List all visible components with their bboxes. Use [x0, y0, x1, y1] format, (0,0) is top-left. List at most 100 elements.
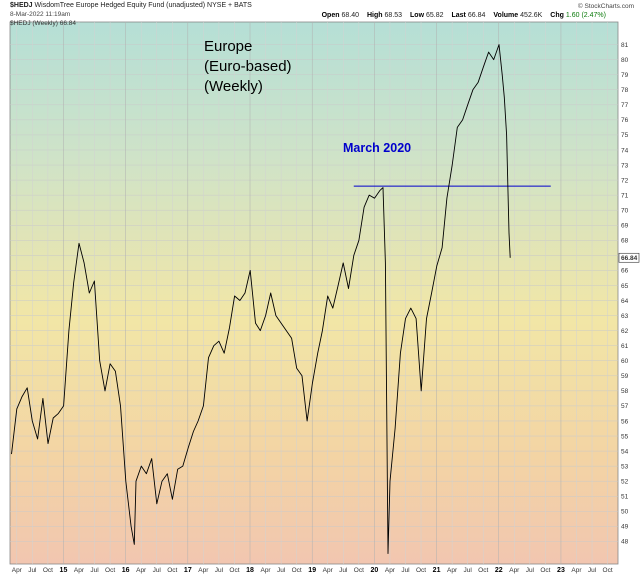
x-tick-label: Oct [354, 567, 364, 574]
y-tick-label: 75 [621, 132, 629, 139]
y-tick-label: 50 [621, 509, 629, 516]
y-tick-label: 65 [621, 283, 629, 290]
symbol: $HEDJ [10, 2, 33, 9]
x-tick-label: Jul [464, 567, 473, 574]
grid [10, 22, 618, 564]
x-tick-label: Apr [136, 567, 147, 574]
x-tick-label: 18 [246, 567, 254, 574]
y-tick-label: 79 [621, 72, 629, 79]
x-tick-label: Jul [277, 567, 286, 574]
stat-last-label: Last [451, 12, 466, 19]
y-tick-label: 78 [621, 87, 629, 94]
y-tick-label: 73 [621, 162, 629, 169]
y-tick-label: 54 [621, 448, 629, 455]
x-tick-label: 17 [184, 567, 192, 574]
x-tick-label: Jul [401, 567, 410, 574]
y-tick-label: 48 [621, 539, 629, 546]
stat-low-value: 65.82 [426, 12, 444, 19]
x-tick-label: Apr [260, 567, 271, 574]
y-tick-label: 59 [621, 373, 629, 380]
x-tick-label: 22 [495, 567, 503, 574]
x-tick-label: Oct [478, 567, 488, 574]
x-tick-label: Apr [198, 567, 209, 574]
y-axis: 4849505152535455565758596061626364656667… [618, 42, 640, 546]
x-tick-label: 23 [557, 567, 565, 574]
x-tick-label: Apr [323, 567, 334, 574]
y-tick-label: 77 [621, 102, 629, 109]
stat-volume-value: 452.6K [520, 12, 543, 19]
x-tick-label: Oct [603, 567, 613, 574]
y-tick-label: 57 [621, 403, 629, 410]
x-tick-label: 21 [433, 567, 441, 574]
y-tick-label: 63 [621, 313, 629, 320]
y-tick-label: 72 [621, 177, 629, 184]
y-tick-label: 58 [621, 388, 629, 395]
x-tick-label: Apr [509, 567, 520, 574]
x-tick-label: 20 [370, 567, 378, 574]
y-tick-label: 52 [621, 478, 629, 485]
chart-title-annotation: Europe (Euro-based) (Weekly) [204, 38, 292, 95]
y-tick-label: 53 [621, 463, 629, 470]
x-tick-label: Oct [292, 567, 302, 574]
x-tick-label: Jul [90, 567, 99, 574]
y-tick-label: 81 [621, 42, 629, 49]
x-tick-label: Jul [153, 567, 162, 574]
x-tick-label: Jul [588, 567, 597, 574]
fund-description: WisdomTree Europe Hedged Equity Fund (un… [34, 2, 206, 9]
exchange: NYSE + BATS [207, 2, 252, 9]
y-tick-label: 76 [621, 117, 629, 124]
y-tick-label: 64 [621, 298, 629, 305]
stat-chg-value: 1.60 (2.47%) [565, 12, 606, 19]
x-tick-label: Jul [339, 567, 348, 574]
series-line [11, 44, 511, 554]
y-tick-label: 56 [621, 418, 629, 425]
price-stats-bar: Open 68.40 High 68.53 Low 65.82 Last 66.84 V… [316, 12, 606, 19]
stat-high-value: 68.53 [384, 12, 403, 19]
y-tick-label: 49 [621, 524, 629, 531]
y-tick-label: 51 [621, 494, 629, 501]
x-tick-label: Apr [74, 567, 85, 574]
chart-date: 8-Mar-2022 11:19am [10, 11, 71, 18]
stat-open-label: Open [321, 12, 340, 19]
plot-background [9, 21, 619, 565]
x-tick-label: Oct [540, 567, 550, 574]
x-tick-label: Apr [571, 567, 582, 574]
last-value-marker [618, 252, 640, 263]
y-tick-label: 74 [621, 147, 629, 154]
y-tick-label: 80 [621, 57, 629, 64]
y-tick-label: 61 [621, 343, 629, 350]
y-tick-label: 66 [621, 268, 629, 275]
x-tick-label: Apr [12, 567, 23, 574]
stat-volume-label: Volume [493, 12, 519, 19]
series-group [11, 44, 511, 554]
brand-watermark: © StockCharts.com [577, 3, 634, 10]
stat-high-label: High [366, 12, 383, 19]
chart-symbol-header: $HEDJ WisdomTree Europe Hedged Equity Fu… [10, 2, 252, 9]
x-tick-label: 15 [60, 567, 68, 574]
y-tick-label: 69 [621, 223, 629, 230]
stat-last-value: 66.84 [467, 12, 486, 19]
x-tick-label: Jul [28, 567, 37, 574]
march-2020-annotation: March 2020 [343, 141, 412, 155]
x-tick-label: Oct [167, 567, 177, 574]
x-tick-label: Oct [105, 567, 115, 574]
series-legend: $HEDJ (Weekly) 66.84 [10, 20, 76, 27]
x-tick-label: 16 [122, 567, 130, 574]
x-axis: Apr Jul Oct 15 Apr Jul Oct 16 Apr Jul Oct 17 Apr Jul O… [12, 567, 613, 574]
stat-open-value: 68.40 [341, 12, 360, 19]
x-tick-label: Jul [526, 567, 535, 574]
y-tick-label: 62 [621, 328, 629, 335]
stat-chg-label: Chg [550, 12, 564, 19]
x-tick-label: Oct [229, 567, 239, 574]
x-tick-label: 19 [308, 567, 316, 574]
y-tick-label: 70 [621, 207, 629, 214]
x-tick-label: Oct [43, 567, 53, 574]
x-tick-label: Apr [447, 567, 458, 574]
y-tick-label: 68 [621, 238, 629, 245]
last-value-label: 66.84 [621, 255, 638, 262]
x-tick-label: Jul [215, 567, 224, 574]
y-tick-label: 60 [621, 358, 629, 365]
y-tick-label: 55 [621, 433, 629, 440]
